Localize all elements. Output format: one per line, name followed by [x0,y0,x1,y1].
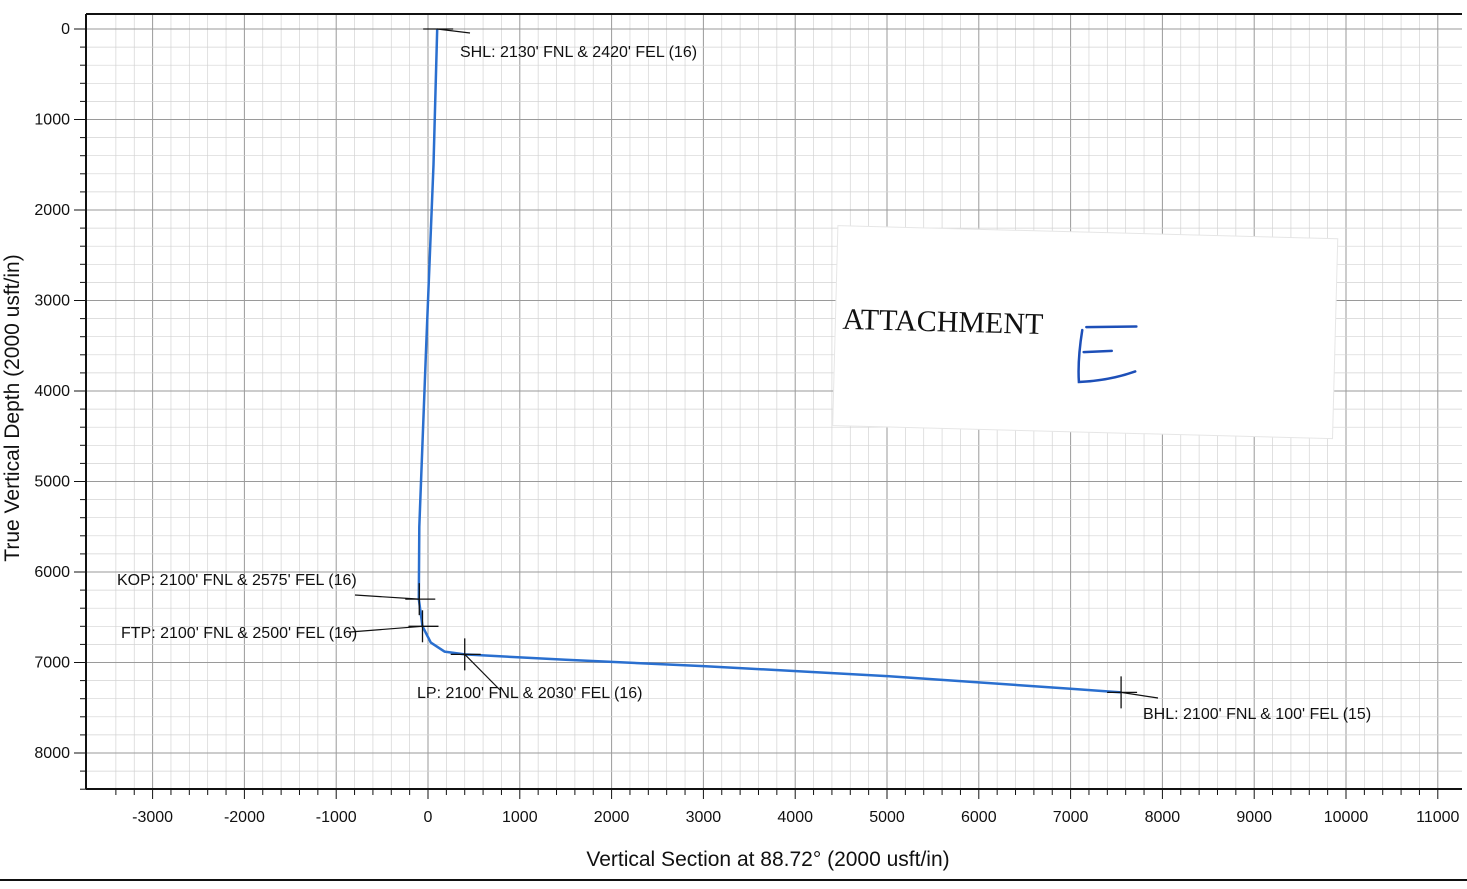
x-axis-title: Vertical Section at 88.72° (2000 usft/in… [586,848,949,871]
bhl-leader-line [1120,691,1159,699]
y-tick-label: 1000 [34,112,70,129]
x-tick-label: 5000 [869,809,905,826]
x-tick-label: 9000 [1236,809,1272,826]
y-tick-label: 0 [61,21,70,38]
x-tick-label: 3000 [686,809,722,826]
kop-leader-line [354,594,420,600]
y-axis-title: True Vertical Depth (2000 usft/in) [1,254,24,561]
x-tick-label: 0 [424,809,433,826]
x-tick-label: 1000 [502,809,538,826]
x-tick-label: -1000 [316,809,357,826]
bhl-annotation-label: BHL: 2100' FNL & 100' FEL (15) [1143,706,1371,723]
attachment-card-background [832,225,1339,440]
y-tick-label: 4000 [34,383,70,400]
x-tick-label: 4000 [777,809,813,826]
y-tick-label: 5000 [34,474,70,491]
series-layer [417,28,1122,694]
ftp-leader-line [349,625,423,633]
lp-annotation-label: LP: 2100' FNL & 2030' FEL (16) [417,685,643,702]
axes: -3000 -2000 -1000 0 1000 2000 3000 4000 5000 6000… [0,13,1467,881]
x-tick-label: -2000 [224,809,265,826]
x-tick-label: -3000 [132,809,173,826]
lp-leader-line [464,653,501,691]
attachment-label: ATTACHMENT [842,303,1044,341]
attachment-sticker: ATTACHMENT [832,225,1339,440]
x-tick-label: 2000 [594,809,630,826]
kop-annotation-label: KOP: 2100' FNL & 2575' FEL (16) [117,572,357,589]
x-tick-label: 10000 [1324,809,1369,826]
y-tick-label: 6000 [34,564,70,581]
wellbore-trajectory-line [417,28,1122,694]
x-tick-label: 11000 [1416,809,1459,826]
shl-annotation-label: SHL: 2130' FNL & 2420' FEL (16) [460,44,697,61]
x-tick-label: 7000 [1053,809,1089,826]
x-tick-label: 6000 [961,809,997,826]
shl-leader-line [437,28,471,34]
handwritten-e-mark [1077,325,1138,384]
annotations: SHL: 2130' FNL & 2420' FEL (16) KOP: 2100… [117,28,1371,723]
ftp-annotation-label: FTP: 2100' FNL & 2500' FEL (16) [121,625,357,642]
y-tick-label: 8000 [34,745,70,762]
x-tick-label: 8000 [1145,809,1181,826]
y-tick-label: 7000 [34,655,70,672]
y-tick-label: 2000 [34,202,70,219]
y-tick-label: 3000 [34,293,70,310]
